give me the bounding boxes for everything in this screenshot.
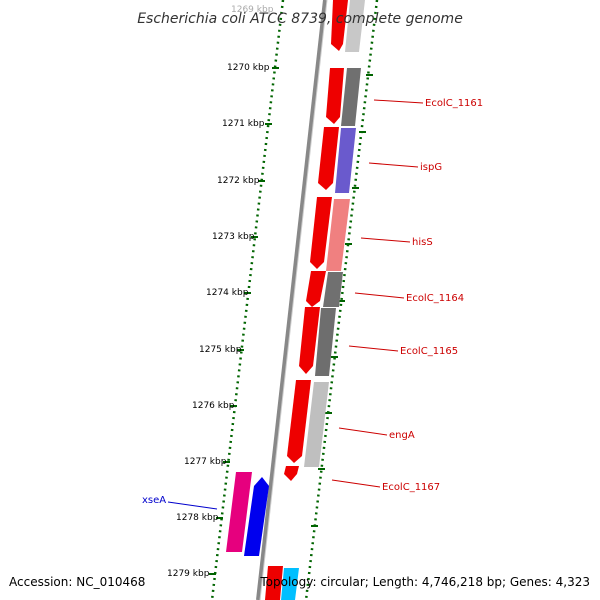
gene-label-ecolc-1164: EcolC_1164 bbox=[406, 293, 464, 304]
cog-feature bbox=[341, 68, 361, 126]
gene-arrow bbox=[299, 307, 320, 374]
gene-label-ecolc-1167: EcolC_1167 bbox=[382, 482, 440, 493]
gene-label-leaders bbox=[167, 99, 424, 510]
tick-label: 1274 kbp bbox=[206, 288, 249, 298]
cog-feature bbox=[345, 0, 365, 52]
reverse-cds-track bbox=[226, 472, 269, 556]
gene-arrow bbox=[318, 127, 339, 190]
tick-label: 1272 kbp bbox=[217, 176, 260, 186]
gene-arrow bbox=[306, 271, 326, 307]
gene-label-enga: engA bbox=[389, 430, 415, 441]
gene-label-ecolc-1161: EcolC_1161 bbox=[425, 98, 483, 109]
cog-feature-track bbox=[281, 0, 365, 600]
gene-arrow bbox=[284, 466, 299, 481]
tick-label: 1279 kbp bbox=[167, 569, 210, 579]
gene-label-hiss: hisS bbox=[412, 237, 433, 248]
kbp-tick-labels: 1269 kbp 1270 kbp 1271 kbp 1272 kbp 1273… bbox=[167, 5, 274, 579]
kbp-ticks bbox=[209, 67, 279, 575]
tick-label: 1269 kbp bbox=[231, 5, 274, 15]
gene-label-ecolc-1165: EcolC_1165 bbox=[400, 346, 458, 357]
cog-feature bbox=[315, 308, 336, 376]
gene-arrow bbox=[326, 68, 344, 124]
cog-feature bbox=[323, 272, 343, 307]
tick-label: 1276 kbp bbox=[192, 401, 235, 411]
gene-arrow bbox=[244, 477, 269, 556]
cog-feature bbox=[226, 472, 252, 552]
tick-label: 1270 kbp bbox=[227, 63, 270, 73]
tick-label: 1277 kbp bbox=[184, 457, 227, 467]
cog-feature bbox=[326, 199, 350, 271]
cog-feature bbox=[335, 128, 356, 193]
forward-cds-track bbox=[265, 0, 348, 600]
gene-arrow bbox=[310, 197, 332, 269]
gene-label-ispg: ispG bbox=[420, 162, 442, 173]
gene-arrow bbox=[265, 566, 283, 600]
map-title: Escherichia coli ATCC 8739, complete gen… bbox=[137, 11, 463, 27]
accession-label: Accession: NC_010468 bbox=[9, 575, 146, 589]
gene-label-xsea: xseA bbox=[142, 495, 166, 506]
gene-arrow bbox=[287, 380, 311, 463]
cog-feature bbox=[281, 568, 299, 600]
tick-label: 1278 kbp bbox=[176, 513, 219, 523]
tick-label: 1275 kbp bbox=[199, 345, 242, 355]
genome-backbone-highlight bbox=[259, 0, 328, 600]
gene-labels: EcolC_1161 ispG hisS EcolC_1164 EcolC_11… bbox=[142, 98, 483, 506]
topology-label: Topology: circular; Length: 4,746,218 bp… bbox=[260, 575, 590, 589]
gene-arrow bbox=[331, 0, 348, 51]
genome-backbone bbox=[256, 0, 327, 600]
kbp-ruler-track bbox=[210, 0, 285, 600]
tick-label: 1273 kbp bbox=[212, 232, 255, 242]
tick-label: 1271 kbp bbox=[222, 119, 265, 129]
cog-feature bbox=[304, 382, 329, 467]
